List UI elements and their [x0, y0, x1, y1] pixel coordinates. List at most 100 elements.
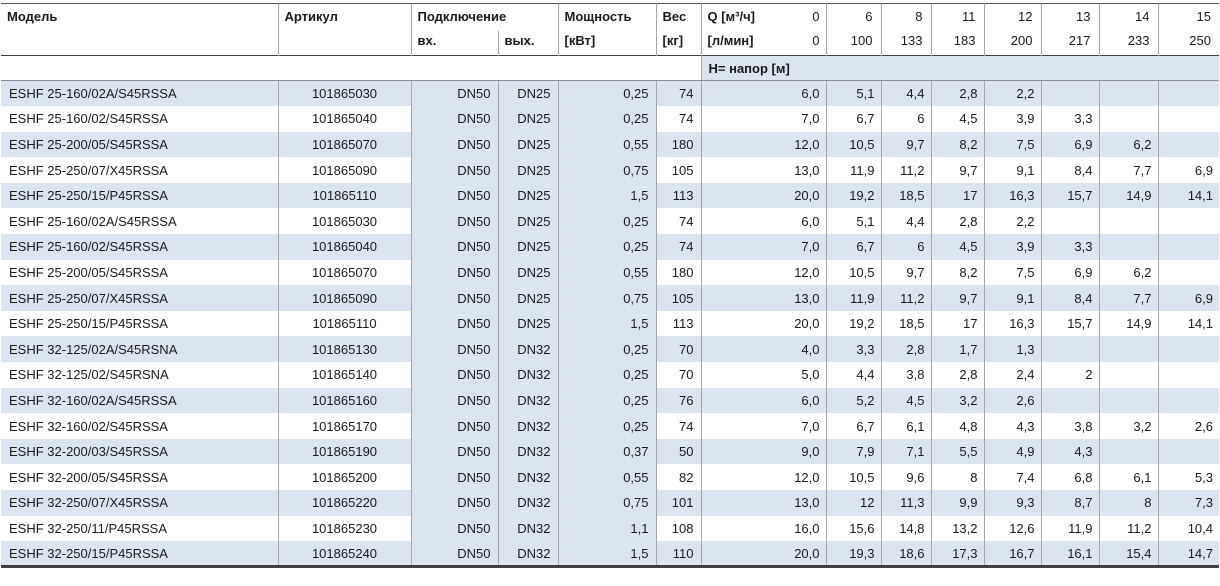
- outlet-cell: DN32: [497, 515, 558, 542]
- head-value-cell: 9,6: [880, 464, 931, 490]
- table-row: ESHF 25-200/05/S45RSSA 101865070 DN50 DN25 0…: [1, 131, 1219, 158]
- head-value-cell: 8: [930, 464, 984, 490]
- head-value-cell: 11,9: [825, 157, 881, 183]
- inlet-cell: DN50: [410, 182, 498, 209]
- head-value-cell: 8,4: [1040, 157, 1099, 183]
- head-value-cell: 1,3: [983, 336, 1041, 363]
- weight-cell: 70: [655, 362, 701, 388]
- head-units-row: Н= напор [м]: [1, 55, 1219, 81]
- head-value-cell: 11,9: [825, 285, 881, 311]
- table-row: ESHF 32-125/02A/S45RSNA 101865130 DN50 DN32…: [1, 336, 1219, 363]
- power-cell: 0,75: [557, 490, 656, 516]
- head-value-cell: 4,3: [1040, 438, 1099, 465]
- head-value-cell: 7,4: [983, 464, 1041, 490]
- outlet-cell: DN32: [497, 387, 558, 414]
- head-value-cell: 6,7: [825, 106, 881, 132]
- power-cell: 0,37: [557, 438, 656, 465]
- outlet-cell: DN25: [497, 157, 558, 183]
- inlet-cell: DN50: [410, 464, 498, 490]
- table-row: ESHF 32-160/02A/S45RSSA 101865160 DN50 DN32…: [1, 387, 1219, 414]
- outlet-cell: DN32: [497, 336, 558, 363]
- weight-cell: 74: [655, 80, 701, 107]
- head-value-cell: 3,9: [983, 106, 1041, 132]
- table-header: Модель Артикул Подключение Мощность Вес …: [1, 3, 1219, 56]
- head-value-cell: 9,9: [930, 490, 984, 516]
- inlet-cell: DN50: [410, 106, 498, 132]
- head-value-cell: [1098, 208, 1158, 235]
- power-cell: 0,55: [557, 259, 656, 286]
- weight-cell: 76: [655, 387, 701, 414]
- head-value-cell: 8,4: [1040, 285, 1099, 311]
- outlet-cell: DN32: [497, 541, 558, 567]
- head-value-cell: 4,4: [825, 362, 881, 388]
- power-cell: 1,5: [557, 310, 656, 337]
- head-value-cell: 7,3: [1157, 490, 1219, 516]
- head-value-cell: 9,7: [930, 157, 984, 183]
- q-tick: 8: [880, 3, 931, 31]
- col-header-q: Q [м³/ч] 0: [700, 3, 826, 31]
- article-cell: 101865090: [277, 285, 411, 311]
- model-cell: ESHF 25-200/05/S45RSSA: [9, 264, 168, 280]
- head-value-cell: 3,2: [930, 387, 984, 414]
- head-value-cell: [1040, 80, 1099, 107]
- head-value-cell: 3,2: [1098, 413, 1158, 439]
- head-value-cell: 4,3: [983, 413, 1041, 439]
- head-value-cell: 2,8: [930, 80, 984, 107]
- outlet-cell: DN25: [497, 285, 558, 311]
- model-cell: ESHF 25-160/02A/S45RSSA: [9, 213, 177, 229]
- head-value-cell: 6,9: [1040, 259, 1099, 286]
- head-value-cell: 3,3: [1040, 106, 1099, 132]
- lmin-tick: 133: [880, 30, 931, 56]
- table-row: ESHF 25-250/15/P45RSSA 101865110 DN50 DN25 1…: [1, 182, 1219, 209]
- article-cell: 101865090: [277, 157, 411, 183]
- lmin-tick: 233: [1098, 30, 1158, 56]
- head-value-cell: 8: [1098, 490, 1158, 516]
- head-value-cell: 8,2: [930, 259, 984, 286]
- col-header-model: Модель: [1, 3, 278, 56]
- power-cell: 0,25: [557, 106, 656, 132]
- outlet-cell: DN32: [497, 464, 558, 490]
- outlet-cell: DN32: [497, 362, 558, 388]
- head-value-cell: 15,7: [1040, 182, 1099, 209]
- head-value-cell: 16,1: [1040, 541, 1099, 567]
- head-value-cell: 6,2: [1098, 259, 1158, 286]
- table-row: ESHF 25-160/02A/S45RSSA 101865030 DN50 DN25…: [1, 80, 1219, 107]
- head-value-cell: 10,5: [825, 259, 881, 286]
- pump-spec-table: Модель Артикул Подключение Мощность Вес …: [1, 3, 1219, 569]
- power-cell: 0,25: [557, 80, 656, 107]
- model-cell: ESHF 32-125/02/S45RSNA: [9, 367, 169, 383]
- head-value-cell: 7,1: [880, 438, 931, 465]
- head-value-cell: 19,3: [825, 541, 881, 567]
- head-value-cell: 6,0: [700, 387, 826, 414]
- model-cell: ESHF 32-125/02A/S45RSNA: [1, 336, 278, 363]
- table-row: ESHF 25-160/02A/S45RSSA 101865030 DN50 DN25…: [1, 208, 1219, 235]
- weight-cell: 105: [655, 157, 701, 183]
- head-value-cell: 11,2: [1098, 515, 1158, 542]
- article-cell: 101865130: [277, 336, 411, 363]
- head-value-cell: 5,2: [825, 387, 881, 414]
- head-value-cell: 7,5: [983, 259, 1041, 286]
- head-value-cell: 3,3: [825, 336, 881, 363]
- head-value-cell: 7,0: [700, 413, 826, 439]
- model-cell: ESHF 25-250/15/P45RSSA: [9, 316, 168, 332]
- article-cell: 101865110: [277, 310, 411, 337]
- head-value-cell: 2,8: [930, 208, 984, 235]
- table-row: ESHF 25-250/15/P45RSSA 101865110 DN50 DN25 1…: [1, 310, 1219, 337]
- head-value-cell: 2,8: [930, 362, 984, 388]
- head-value-cell: 9,3: [983, 490, 1041, 516]
- inlet-cell: DN50: [410, 336, 498, 363]
- table-row: ESHF 32-200/05/S45RSSA 101865200 DN50 DN32 0…: [1, 464, 1219, 490]
- inlet-cell: DN50: [410, 157, 498, 183]
- article-cell: 101865160: [277, 387, 411, 414]
- model-cell: ESHF 32-200/05/S45RSSA: [9, 469, 168, 485]
- head-value-cell: 4,5: [930, 106, 984, 132]
- article-cell: 101865200: [277, 464, 411, 490]
- head-value-cell: [1098, 438, 1158, 465]
- head-units-spacer: [1, 55, 701, 81]
- head-value-cell: [1157, 336, 1219, 363]
- head-value-cell: [1098, 387, 1158, 414]
- outlet-cell: DN25: [497, 182, 558, 209]
- weight-cell: 105: [655, 285, 701, 311]
- head-value-cell: 3,3: [1040, 234, 1099, 260]
- head-value-cell: 5,1: [825, 80, 881, 107]
